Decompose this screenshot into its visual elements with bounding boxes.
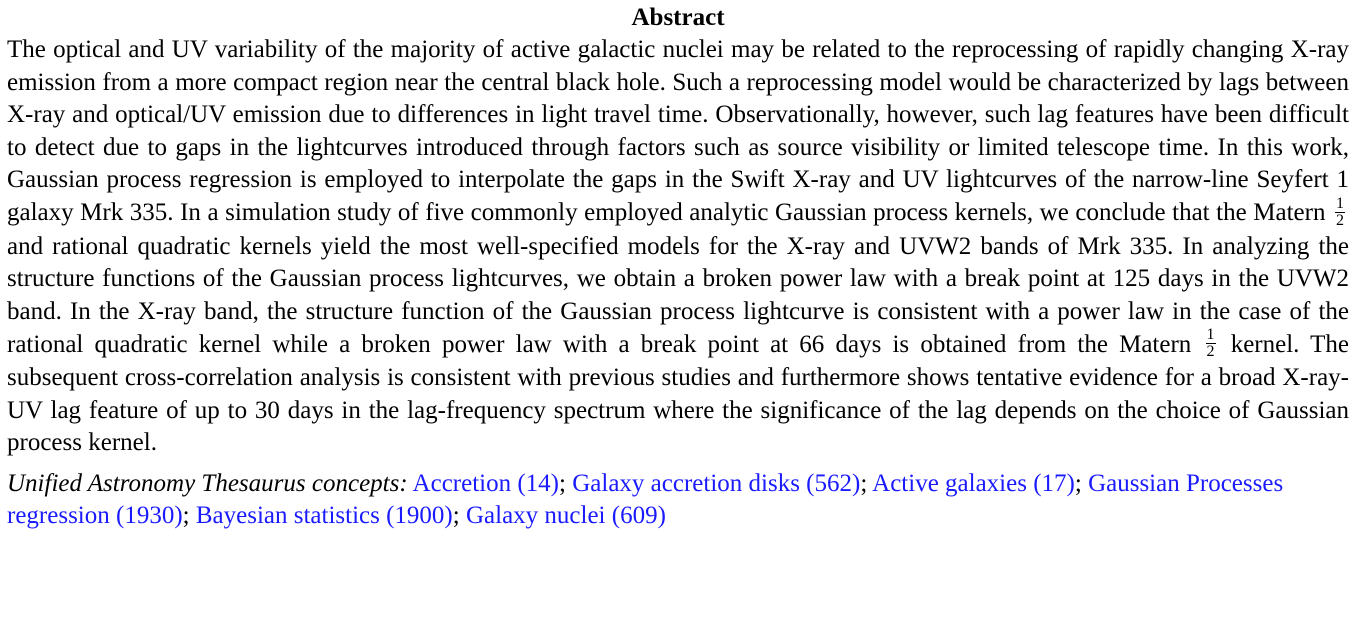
uat-separator: ; [452, 502, 460, 530]
abstract-text-part-2: and rational quadratic kernels yield the… [7, 232, 1349, 358]
fraction-numerator: 1 [1205, 326, 1216, 345]
uat-separator: ; [559, 470, 566, 498]
uat-separator: ; [860, 470, 868, 498]
fraction-denominator: 2 [1206, 343, 1215, 361]
uat-label: Unified Astronomy Thesaurus concepts: [7, 470, 408, 498]
uat-separator: ; [182, 502, 190, 530]
abstract-text-part-1: The optical and UV variability of the ma… [7, 36, 1349, 226]
uat-concepts: Unified Astronomy Thesaurus concepts: Ac… [7, 468, 1349, 532]
abstract-page: Abstract The optical and UV variability … [0, 3, 1359, 624]
fraction-numerator: 1 [1335, 194, 1345, 213]
uat-concept-link[interactable]: Accretion (14) [412, 470, 560, 498]
abstract-body: The optical and UV variability of the ma… [7, 34, 1349, 460]
uat-concept-link[interactable]: Bayesian statistics (1900) [195, 502, 453, 530]
abstract-text-part-3: kernel. The subsequent cross-correlation… [7, 330, 1349, 457]
fraction-denominator: 2 [1336, 211, 1344, 229]
uat-separator: ; [1074, 470, 1082, 498]
uat-concept-link[interactable]: Galaxy accretion disks (562) [572, 470, 861, 498]
uat-concept-link[interactable]: Gaussian Processes regression (1930) [7, 470, 1284, 530]
abstract-heading: Abstract [631, 4, 725, 31]
uat-concept-link[interactable]: Galaxy nuclei (609) [465, 502, 666, 530]
uat-concept-link[interactable]: Active galaxies (17) [872, 470, 1075, 498]
